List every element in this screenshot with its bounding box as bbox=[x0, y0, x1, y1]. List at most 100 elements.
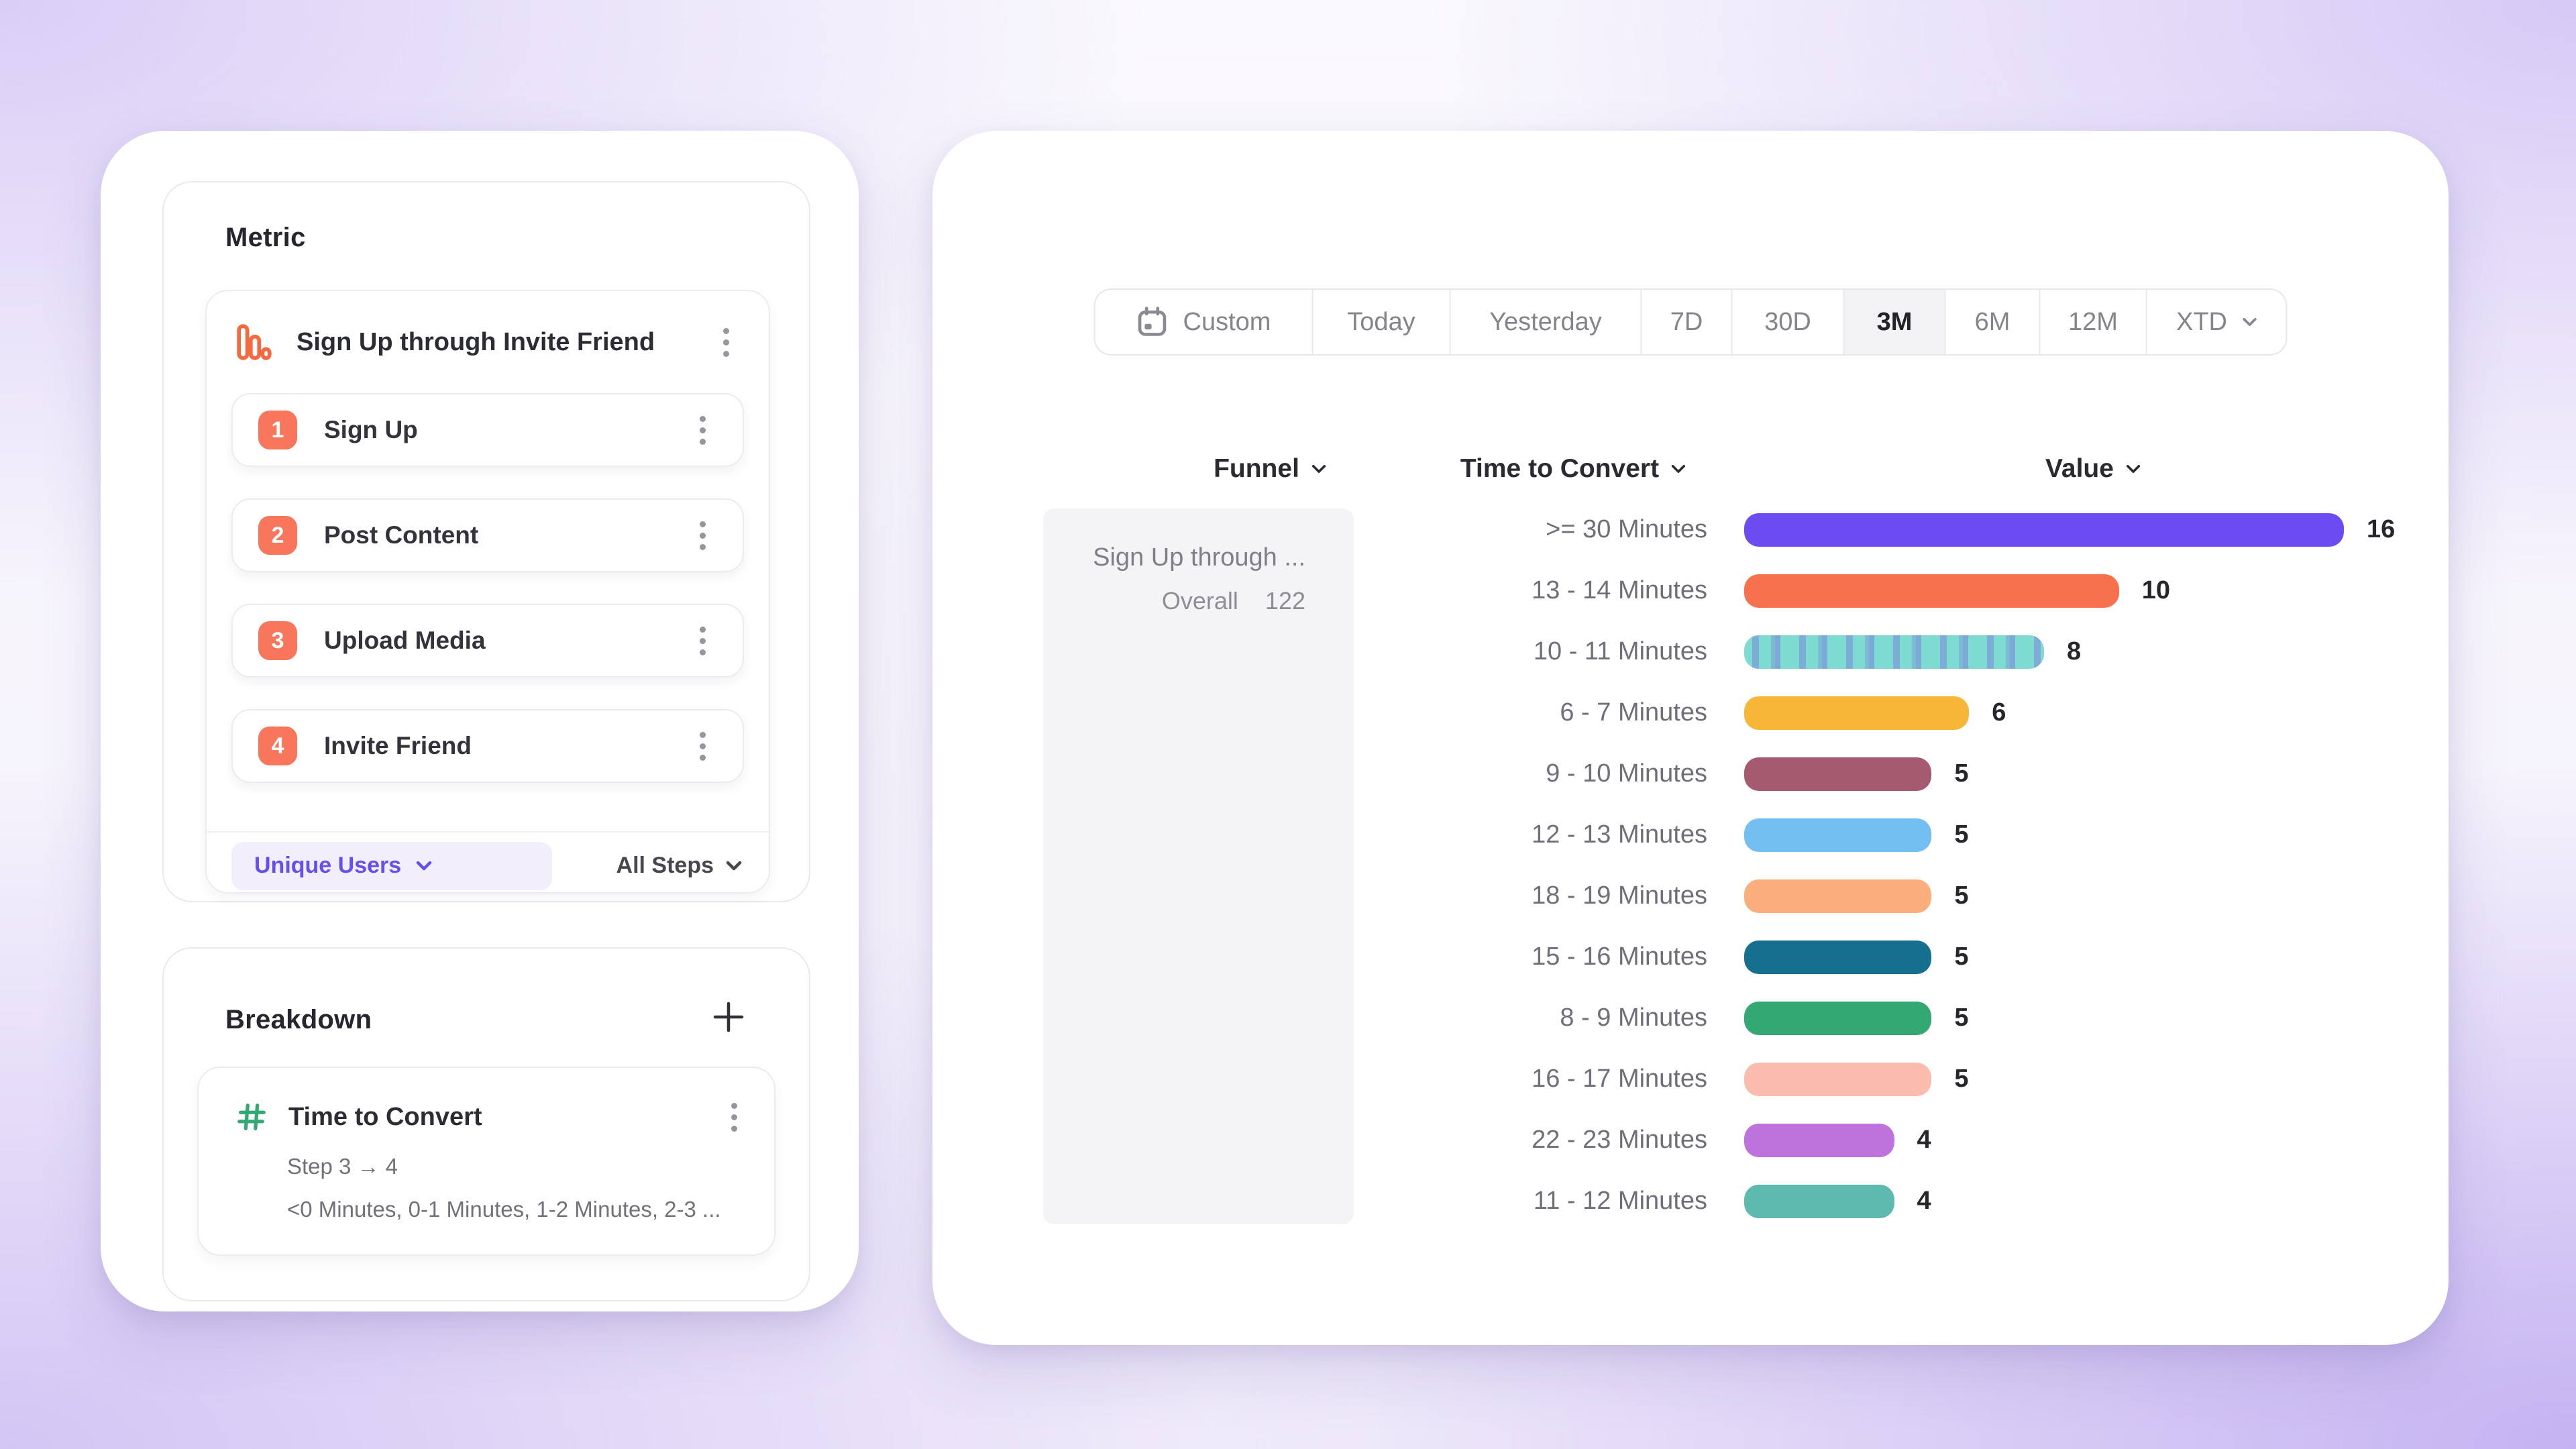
value-column-header[interactable]: Value bbox=[2045, 454, 2141, 484]
step-label: Upload Media bbox=[324, 627, 486, 654]
value-bar[interactable] bbox=[1744, 757, 1932, 791]
step-label: Invite Friend bbox=[324, 732, 472, 759]
date-range-tab-label: 6M bbox=[1974, 307, 2010, 336]
date-range-tab-label: 3M bbox=[1876, 307, 1913, 336]
step-number-badge: 1 bbox=[258, 411, 297, 449]
bucket-label: 11 - 12 Minutes bbox=[1533, 1187, 1707, 1215]
date-range-tab-label: 7D bbox=[1670, 307, 1703, 336]
metric-title-row: Sign Up through Invite Friend bbox=[207, 291, 769, 393]
value-bar[interactable] bbox=[1744, 1184, 1894, 1218]
bar-value-label: 6 bbox=[1992, 698, 2006, 727]
funnel-column-header[interactable]: Funnel bbox=[1214, 454, 1326, 484]
date-range-tab-xtd[interactable]: XTD bbox=[2147, 290, 2286, 354]
funnel-step-upload-media[interactable]: 3 Upload Media bbox=[231, 604, 744, 678]
funnel-step-sign-up[interactable]: 1 Sign Up bbox=[231, 393, 744, 467]
date-range-tab-12m[interactable]: 12M bbox=[2041, 290, 2147, 354]
date-range-tab-yesterday[interactable]: Yesterday bbox=[1451, 290, 1642, 354]
breakdown-header-label: Time to Convert bbox=[1460, 454, 1660, 483]
date-range-tab-30d[interactable]: 30D bbox=[1733, 290, 1845, 354]
kebab-menu-icon[interactable] bbox=[689, 515, 716, 555]
bar-value-label: 8 bbox=[2067, 637, 2082, 665]
value-header-label: Value bbox=[2045, 454, 2114, 483]
bar-value-label: 5 bbox=[1954, 1004, 1969, 1032]
chevron-down-icon bbox=[1671, 465, 1686, 473]
bar-value-label: 16 bbox=[2367, 515, 2396, 543]
date-range-tabs: Custom Today Yesterday 7D 30D 3M 6M 12M XTD bbox=[1093, 288, 2288, 356]
chart-row: 10 - 11 Minutes 8 bbox=[1332, 621, 2422, 682]
bar-value-label: 5 bbox=[1954, 759, 1969, 788]
date-range-tab-label: Custom bbox=[1183, 307, 1271, 336]
funnel-step-post-content[interactable]: 2 Post Content bbox=[231, 498, 744, 572]
value-bar[interactable] bbox=[1744, 879, 1932, 913]
bucket-label: 8 - 9 Minutes bbox=[1560, 1004, 1707, 1032]
bucket-label: 12 - 13 Minutes bbox=[1532, 820, 1707, 849]
metric-section-title: Metric bbox=[225, 223, 306, 252]
kebab-menu-icon[interactable] bbox=[689, 621, 716, 661]
step-label: Post Content bbox=[324, 521, 479, 549]
funnel-step-invite-friend[interactable]: 4 Invite Friend bbox=[231, 709, 744, 783]
report-panel: Custom Today Yesterday 7D 30D 3M 6M 12M XTD Funn… bbox=[932, 131, 2449, 1345]
kebab-menu-icon[interactable] bbox=[689, 726, 716, 766]
breakdown-step-range: Step 3 → 4 bbox=[287, 1154, 398, 1179]
kebab-menu-icon[interactable] bbox=[689, 410, 716, 450]
value-bar[interactable] bbox=[1744, 696, 1970, 730]
steps-filter-dropdown[interactable]: All Steps bbox=[616, 853, 742, 879]
date-range-tab-custom[interactable]: Custom bbox=[1095, 290, 1313, 354]
breakdown-title-row: Time to Convert bbox=[236, 1092, 747, 1142]
metric-section-card: Metric Sign Up through Invite Friend 1 Si… bbox=[162, 181, 810, 902]
date-range-tab-7d[interactable]: 7D bbox=[1642, 290, 1733, 354]
query-builder-panel: Metric Sign Up through Invite Friend 1 Si… bbox=[101, 131, 859, 1311]
funnel-steps-list: 1 Sign Up 2 Post Content 3 Upload Media 4 Invit… bbox=[231, 393, 744, 814]
breakdown-item-card[interactable]: Time to Convert Step 3 → 4 <0 Minutes, 0… bbox=[197, 1067, 775, 1256]
overall-value: 122 bbox=[1265, 587, 1305, 614]
date-range-tab-label: 30D bbox=[1764, 307, 1811, 336]
measurement-dropdown-label: Unique Users bbox=[254, 853, 402, 878]
chevron-down-icon bbox=[726, 861, 742, 871]
chart-row: 18 - 19 Minutes 5 bbox=[1332, 865, 2422, 926]
bar-chart-icon bbox=[236, 323, 272, 361]
date-range-tab-3m[interactable]: 3M bbox=[1844, 290, 1946, 354]
chart-row: 16 - 17 Minutes 5 bbox=[1332, 1049, 2422, 1110]
value-bar[interactable] bbox=[1744, 1001, 1932, 1035]
value-bar[interactable] bbox=[1744, 1123, 1894, 1157]
bucket-label: 15 - 16 Minutes bbox=[1532, 943, 1707, 971]
bar-value-label: 5 bbox=[1954, 943, 1969, 971]
bucket-label: 6 - 7 Minutes bbox=[1560, 698, 1707, 727]
add-breakdown-button[interactable] bbox=[712, 1001, 745, 1033]
date-range-tab-label: Yesterday bbox=[1489, 307, 1602, 336]
chart-row: 11 - 12 Minutes 4 bbox=[1332, 1171, 2422, 1232]
funnel-overall-row: Overall 122 bbox=[1067, 587, 1305, 615]
bar-value-label: 4 bbox=[1917, 1126, 1931, 1154]
funnel-summary-card[interactable]: Sign Up through ... Overall 122 bbox=[1043, 508, 1354, 1224]
breakdown-section-card: Breakdown Time to Convert Step 3 → 4 <0 … bbox=[162, 947, 810, 1301]
chevron-down-icon bbox=[2242, 318, 2257, 326]
chart-row: 12 - 13 Minutes 5 bbox=[1332, 804, 2422, 865]
value-bar[interactable] bbox=[1744, 940, 1932, 974]
value-bar[interactable] bbox=[1744, 818, 1932, 852]
kebab-menu-icon[interactable] bbox=[712, 322, 739, 362]
date-range-tab-label: XTD bbox=[2176, 307, 2227, 336]
date-range-tab-today[interactable]: Today bbox=[1313, 290, 1451, 354]
value-bar[interactable] bbox=[1744, 1062, 1932, 1096]
breakdown-section-title: Breakdown bbox=[225, 1005, 372, 1034]
chart-row: 15 - 16 Minutes 5 bbox=[1332, 926, 2422, 987]
chevron-down-icon bbox=[2126, 465, 2141, 473]
step-number-badge: 2 bbox=[258, 516, 297, 555]
metric-footer-divider bbox=[207, 831, 769, 833]
value-bar[interactable] bbox=[1744, 513, 2344, 547]
chart-row: 22 - 23 Minutes 4 bbox=[1332, 1110, 2422, 1171]
metric-item-card[interactable]: Sign Up through Invite Friend 1 Sign Up 2 P… bbox=[205, 290, 770, 894]
bucket-label: 16 - 17 Minutes bbox=[1532, 1065, 1707, 1093]
value-bar[interactable] bbox=[1744, 635, 2044, 669]
chart-row: >= 30 Minutes 16 bbox=[1332, 499, 2422, 560]
chart-row: 6 - 7 Minutes 6 bbox=[1332, 682, 2422, 743]
date-range-tab-6m[interactable]: 6M bbox=[1946, 290, 2041, 354]
bar-value-label: 4 bbox=[1917, 1187, 1931, 1215]
breakdown-column-header[interactable]: Time to Convert bbox=[1460, 454, 1686, 484]
date-range-tab-label: Today bbox=[1347, 307, 1415, 336]
value-bar[interactable] bbox=[1744, 574, 2119, 608]
chart-row: 8 - 9 Minutes 5 bbox=[1332, 987, 2422, 1049]
bucket-label: 18 - 19 Minutes bbox=[1532, 881, 1707, 910]
kebab-menu-icon[interactable] bbox=[720, 1097, 747, 1137]
measurement-dropdown[interactable]: Unique Users bbox=[231, 841, 552, 890]
